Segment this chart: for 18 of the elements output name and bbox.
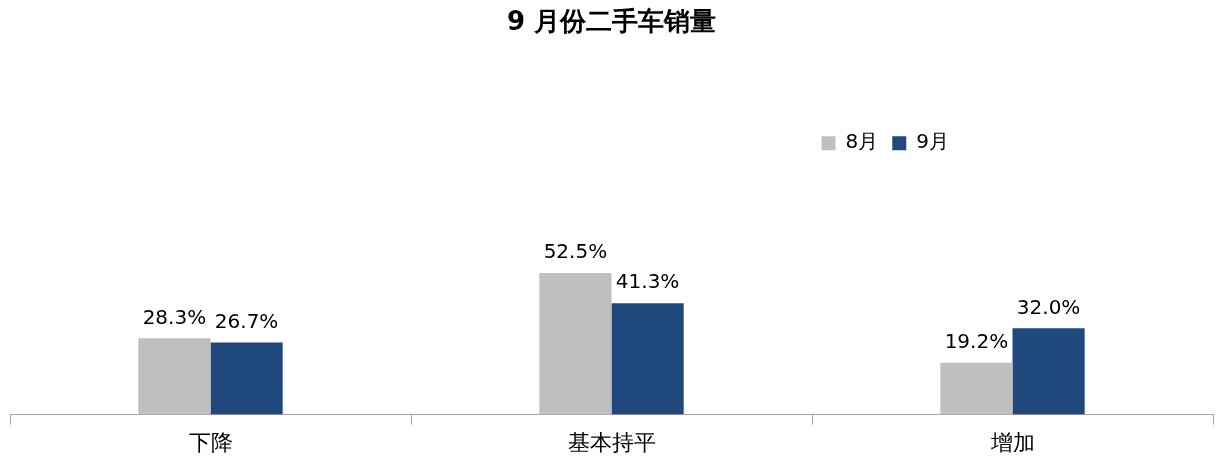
data-label: 28.3%	[142, 304, 207, 329]
bar	[1012, 328, 1085, 415]
data-label: 19.2%	[944, 329, 1009, 354]
bar	[210, 342, 283, 415]
data-label: 32.0%	[1016, 294, 1081, 319]
x-tick-label: 增加	[989, 429, 1035, 455]
x-tick-label: 基本持平	[567, 429, 656, 455]
bar	[611, 303, 684, 415]
bar	[138, 338, 211, 415]
data-label: 52.5%	[543, 239, 608, 264]
x-tick-label: 下降	[188, 429, 233, 455]
bar	[940, 362, 1013, 415]
data-label: 41.3%	[615, 269, 680, 294]
chart-title: 9 月份二手车销量	[506, 6, 717, 37]
legend-label: 8月	[845, 129, 879, 154]
data-label: 26.7%	[214, 308, 279, 333]
bar	[539, 273, 612, 415]
legend-label: 9月	[916, 129, 950, 154]
